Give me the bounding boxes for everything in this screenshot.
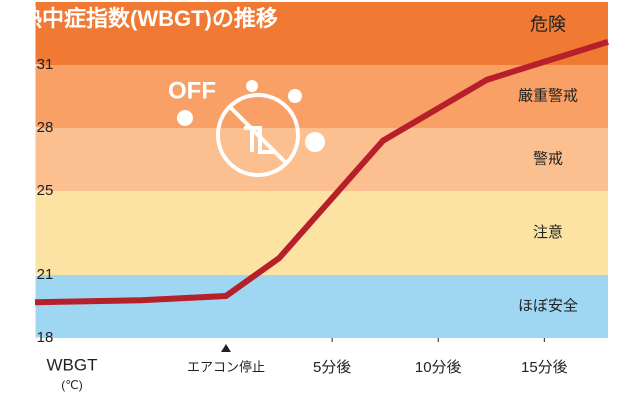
x-tick-label: 5分後 bbox=[313, 359, 351, 376]
y-tick-label: 21 bbox=[37, 266, 54, 283]
x-tick-label: エアコン停止 bbox=[187, 359, 265, 374]
icon-fan bbox=[177, 110, 193, 126]
band-label: 危険 bbox=[530, 14, 566, 34]
icon-text: OFF bbox=[168, 77, 216, 104]
x-axis-unit: (℃) bbox=[61, 378, 82, 392]
band bbox=[35, 275, 608, 338]
icon-circle bbox=[216, 93, 300, 177]
off-icon bbox=[177, 80, 325, 177]
x-tick-marker bbox=[221, 344, 231, 352]
band bbox=[35, 2, 608, 65]
y-tick-label: 31 bbox=[37, 56, 54, 73]
x-tick-label: 10分後 bbox=[415, 359, 462, 376]
x-tick-label: 15分後 bbox=[521, 359, 568, 376]
band bbox=[35, 65, 608, 128]
icon-dot bbox=[246, 80, 258, 92]
band bbox=[35, 191, 608, 275]
line bbox=[34, 39, 609, 306]
band-label: ほぼ安全 bbox=[518, 296, 578, 314]
y-tick-label: 28 bbox=[37, 119, 54, 136]
band-label: 厳重警戒 bbox=[518, 87, 578, 104]
y-tick-label: 25 bbox=[37, 182, 54, 199]
icon-dot bbox=[288, 89, 302, 103]
y-tick-label: 18 bbox=[37, 329, 54, 346]
band-label: 警戒 bbox=[533, 150, 563, 167]
x-axis-label: WBGT bbox=[47, 355, 98, 374]
icon-dot bbox=[305, 132, 325, 152]
bands: ほぼ安全 注意 警戒 厳重警戒 危険 bbox=[35, 2, 608, 338]
band-label: 注意 bbox=[533, 223, 563, 241]
chart-title: 熱中症指数(WBGT)の推移 bbox=[20, 6, 278, 31]
icon-stop-glyph bbox=[244, 126, 274, 154]
